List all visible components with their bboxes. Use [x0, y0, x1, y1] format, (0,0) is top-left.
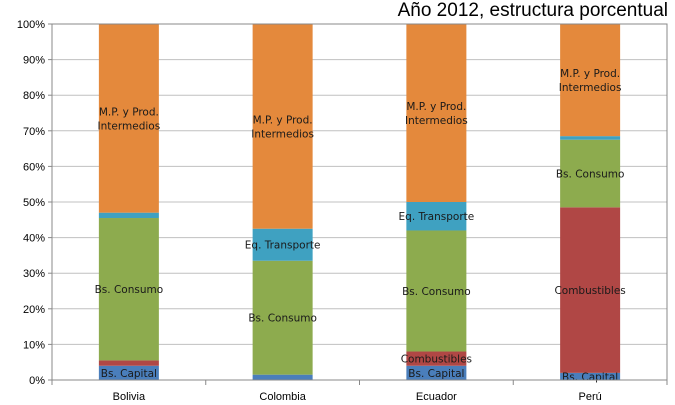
data-label: Bs. Consumo: [556, 169, 625, 181]
bar-segment: [560, 136, 621, 140]
data-label: Bs. Capital: [101, 368, 157, 380]
data-label: Bs. Consumo: [248, 313, 317, 325]
y-tick-label: 60%: [23, 161, 45, 173]
y-tick-label: 50%: [23, 197, 45, 209]
y-tick-label: 40%: [23, 233, 45, 245]
bar-segment: [252, 374, 313, 380]
x-tick-label: Colombia: [259, 391, 306, 403]
data-label: Combustibles: [554, 285, 625, 297]
y-tick-label: 80%: [23, 90, 45, 102]
bar-segment: [406, 230, 467, 352]
x-tick-label: Bolivia: [113, 391, 146, 403]
x-tick-label: Perú: [579, 391, 602, 403]
data-label: M.P. y Prod. Intermedios: [251, 114, 314, 140]
y-tick-label: 0%: [29, 375, 45, 387]
bar-segment: [560, 139, 621, 208]
data-label: Eq. Transporte: [399, 211, 475, 223]
bar-segment: [252, 228, 313, 261]
y-tick-label: 20%: [23, 304, 45, 316]
bar-segment: [98, 365, 159, 380]
data-label: Bs. Consumo: [402, 286, 471, 298]
bars: [98, 24, 621, 380]
data-label: Bs. Capital: [408, 368, 464, 380]
y-tick-label: 70%: [23, 126, 45, 138]
y-tick-label: 90%: [23, 55, 45, 67]
bar-segment: [98, 24, 159, 213]
bar-segment: [406, 365, 467, 380]
bar-segment: [98, 218, 159, 361]
bar-segment: [560, 372, 621, 380]
x-tick-label: Ecuador: [416, 391, 457, 403]
data-labels: Bs. Capital Bs. Consumo M.P. y Prod. Interm…: [95, 68, 626, 383]
y-tick-label: 10%: [23, 339, 45, 351]
bar-segment: [406, 24, 467, 202]
data-label: Bs. Consumo: [95, 284, 164, 296]
bar-segment: [406, 202, 467, 231]
axes: 0% 10% 20% 30% 40% 50% 60% 70% 80% 90% 100% Bolivia…: [17, 19, 668, 403]
data-label: Combustibles: [401, 354, 472, 366]
data-label: Bs. Capital: [562, 371, 618, 383]
data-label: M.P. y Prod. Intermedios: [559, 68, 622, 94]
y-tick-label: 30%: [23, 268, 45, 280]
y-tick-label: 100%: [17, 19, 45, 31]
chart-title: Año 2012, estructura porcentual: [398, 0, 668, 21]
bar-segment: [560, 24, 621, 137]
bar-segment: [560, 207, 621, 373]
bar-segment: [98, 212, 159, 219]
bar-segment: [252, 24, 313, 229]
bar-segment: [406, 351, 467, 366]
data-label: M.P. y Prod. Intermedios: [405, 101, 468, 127]
bar-segment: [98, 360, 159, 366]
bar-segment: [252, 260, 313, 375]
data-label: M.P. y Prod. Intermedios: [98, 106, 161, 132]
data-label: Eq. Transporte: [245, 240, 321, 252]
